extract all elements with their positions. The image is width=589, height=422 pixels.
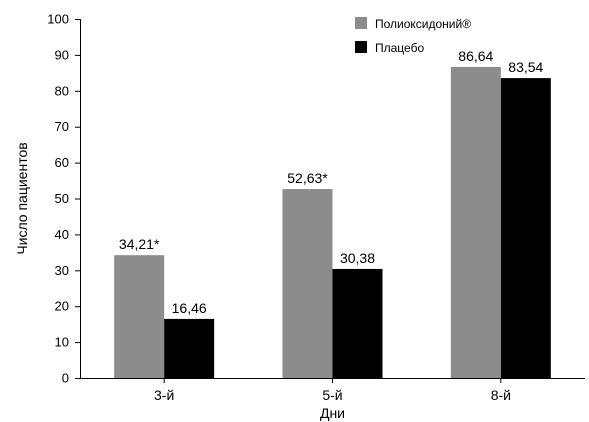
y-axis-ticks: 0 10 20 30 40 50 60 70 80 90 100 <box>47 12 80 386</box>
legend-label-placebo: Плацебо <box>375 41 424 55</box>
y-tick-label: 100 <box>47 12 69 27</box>
data-label: 83,54 <box>508 59 543 75</box>
data-label: 34,21* <box>119 236 160 252</box>
x-tick-label: 5-й <box>322 387 342 403</box>
legend-swatch-placebo <box>355 41 367 53</box>
bars <box>114 66 551 378</box>
y-axis-title: Число пациентов <box>14 142 30 254</box>
x-tick-label: 8-й <box>491 387 511 403</box>
y-tick-label: 0 <box>62 371 69 386</box>
bar-polyoxidonium <box>114 255 165 378</box>
legend-label-polyoxidonium: Полиоксидоний® <box>375 17 471 31</box>
data-label: 86,64 <box>458 48 493 64</box>
x-axis-title: Дни <box>320 405 345 421</box>
x-tick-label: 3-й <box>154 387 174 403</box>
y-tick-label: 10 <box>55 335 69 350</box>
y-tick-label: 90 <box>55 47 69 62</box>
y-tick-label: 70 <box>55 119 69 134</box>
bar-placebo <box>164 318 215 378</box>
legend: Полиоксидоний® Плацебо <box>355 17 471 55</box>
legend-swatch-polyoxidonium <box>355 17 367 29</box>
bar-placebo <box>500 78 551 378</box>
y-tick-label: 60 <box>55 155 69 170</box>
y-tick-label: 80 <box>55 83 69 98</box>
data-label: 52,63* <box>287 170 328 186</box>
bar-polyoxidonium <box>450 66 501 378</box>
bar-polyoxidonium <box>282 189 333 378</box>
data-labels: 34,21* 16,46 52,63* 30,38 86,64 83,54 <box>119 48 544 316</box>
y-tick-label: 20 <box>55 299 69 314</box>
bar-placebo <box>332 268 383 378</box>
y-tick-label: 50 <box>55 191 69 206</box>
x-axis-categories: 3-й 5-й 8-й <box>154 378 511 403</box>
data-label: 16,46 <box>172 300 207 316</box>
data-label: 30,38 <box>340 250 375 266</box>
y-tick-label: 30 <box>55 263 69 278</box>
y-tick-label: 40 <box>55 227 69 242</box>
